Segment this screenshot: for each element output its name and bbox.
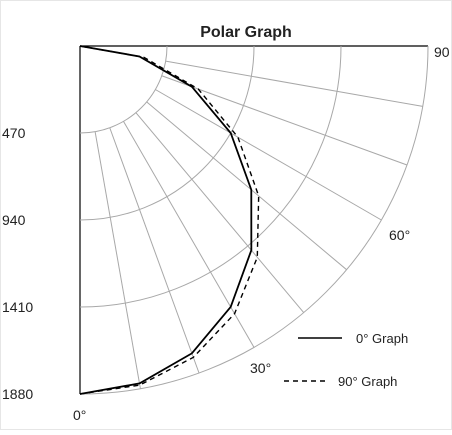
series-group bbox=[80, 46, 259, 394]
series-line-1 bbox=[80, 46, 259, 394]
chart-title: Polar Graph bbox=[200, 24, 292, 41]
angle-label-60deg: 60° bbox=[389, 227, 410, 243]
legend-label-90-graph: 90° Graph bbox=[338, 374, 397, 389]
radial-tick-470: 470 bbox=[2, 125, 26, 141]
grid-spoke-10 bbox=[95, 132, 140, 389]
radial-tick-1410: 1410 bbox=[2, 299, 33, 315]
angle-label-0deg: 0° bbox=[73, 407, 86, 423]
grid-spoke-60 bbox=[155, 90, 381, 221]
angle-label-90: 90 bbox=[434, 44, 450, 60]
grid-spoke-20 bbox=[110, 128, 199, 373]
legend-label-0-graph: 0° Graph bbox=[356, 331, 408, 346]
angle-label-30deg: 30° bbox=[250, 360, 271, 376]
grid-spoke-80 bbox=[166, 61, 423, 106]
grid-ring-470 bbox=[80, 46, 167, 133]
radial-tick-940: 940 bbox=[2, 212, 26, 228]
legend: 0° Graph 90° Graph bbox=[284, 331, 408, 389]
tick-labels: 470 940 1410 1880 0° 30° 60° 90 bbox=[2, 44, 450, 423]
radial-tick-1880: 1880 bbox=[2, 386, 33, 402]
